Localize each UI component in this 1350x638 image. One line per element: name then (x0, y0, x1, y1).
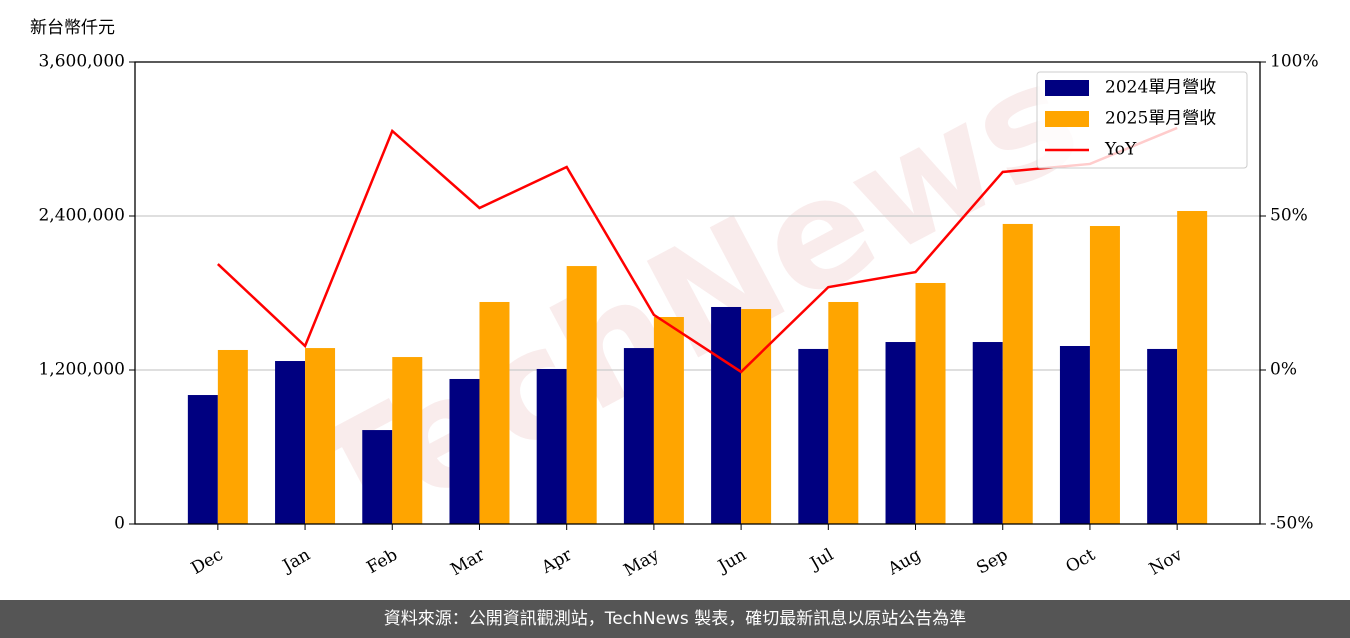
y-tick-label: 2,400,000 (38, 206, 125, 226)
yoy-line (216, 126, 1178, 374)
legend-swatch (1045, 111, 1089, 127)
y-tick-label: 1,200,000 (38, 360, 125, 380)
y2-tick-label: 100% (1270, 52, 1319, 72)
chart: 新台幣仟元 TechNews 01,200,0002,400,0003,600,… (30, 18, 1319, 581)
bar (566, 266, 597, 524)
y-axis-label: 新台幣仟元 (30, 18, 115, 38)
bar (275, 361, 306, 524)
bar (362, 430, 393, 524)
y2-tick-label: 50% (1270, 206, 1308, 226)
bar (536, 368, 567, 524)
bar (711, 306, 742, 524)
bar (479, 301, 510, 524)
y2-tick-label: -50% (1270, 514, 1314, 534)
x-tick-label: Jun (713, 545, 750, 578)
bar (1089, 226, 1120, 524)
bar (187, 395, 218, 524)
legend-label: YoY (1104, 140, 1137, 160)
bar (217, 349, 248, 524)
bar (741, 309, 772, 524)
x-tick-label: Dec (188, 545, 227, 579)
bar (653, 316, 684, 524)
x-tick-label: Aug (884, 545, 925, 580)
bar (305, 348, 336, 524)
bar (1147, 348, 1178, 524)
x-tick-label: Jul (805, 545, 837, 575)
bar (972, 342, 1003, 524)
y2-tick-label: 0% (1270, 360, 1297, 380)
y-tick-label: 3,600,000 (38, 52, 125, 72)
bar (1177, 210, 1208, 524)
x-tick-label: Jan (278, 545, 314, 577)
bar (915, 282, 946, 524)
bar (449, 378, 480, 524)
bar (798, 348, 829, 524)
legend-label: 2024單月營收 (1105, 78, 1216, 98)
bar (392, 357, 423, 524)
legend-label: 2025單月營收 (1105, 109, 1216, 129)
bar (1002, 223, 1033, 524)
plot-frame (134, 61, 1261, 525)
footer: 資料來源：公開資訊觀測站，TechNews 製表，確切最新訊息以原站公告為準 (0, 600, 1350, 638)
bar (885, 342, 916, 524)
x-tick-label: Oct (1062, 545, 1098, 578)
bar (1059, 346, 1090, 524)
bar (623, 348, 654, 524)
legend-box (1036, 71, 1248, 169)
x-tick-label: Nov (1146, 545, 1186, 580)
x-tick-label: Mar (447, 544, 489, 580)
x-tick-label: Apr (537, 544, 576, 578)
legend-swatch (1045, 80, 1089, 96)
x-tick-label: Sep (973, 545, 1011, 579)
y-tick-label: 0 (114, 514, 125, 534)
bar (828, 301, 859, 524)
x-tick-label: May (620, 545, 663, 581)
